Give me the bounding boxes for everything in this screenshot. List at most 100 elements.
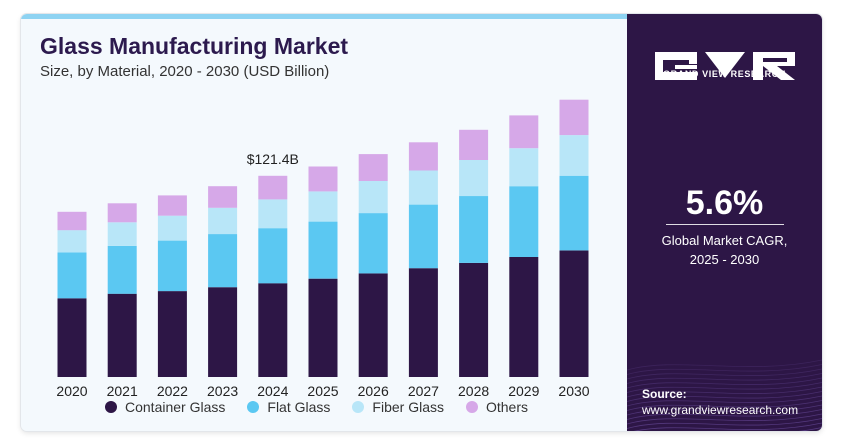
- x-tick-label-2026: 2026: [358, 383, 389, 399]
- bar-segment-container-glass-2020: [57, 298, 87, 377]
- bar-segment-fiber-glass-2021: [107, 222, 137, 246]
- chart-panel: Glass Manufacturing Market Size, by Mate…: [21, 14, 627, 431]
- bar-segment-fiber-glass-2028: [459, 160, 489, 197]
- bar-segment-flat-glass-2025: [308, 221, 338, 279]
- wave-line: [627, 395, 822, 407]
- bar-segment-flat-glass-2027: [408, 204, 438, 269]
- bar-segment-container-glass-2027: [408, 268, 438, 377]
- bar-segment-container-glass-2030: [559, 250, 589, 377]
- bar-segment-fiber-glass-2025: [308, 191, 338, 222]
- wave-line: [633, 422, 822, 431]
- bar-segment-others-2030: [559, 99, 589, 136]
- chart-title: Glass Manufacturing Market: [40, 33, 349, 59]
- legend-label-flat-glass: Flat Glass: [267, 399, 331, 415]
- cagr-label-line1: Global Market CAGR,: [661, 233, 788, 248]
- bar-segment-others-2028: [459, 129, 489, 160]
- x-tick-label-2030: 2030: [558, 383, 589, 399]
- bar-segment-flat-glass-2028: [459, 196, 489, 263]
- bar-segment-flat-glass-2023: [208, 234, 238, 288]
- wave-line: [627, 364, 822, 375]
- x-tick-label-2028: 2028: [458, 383, 489, 399]
- bar-segment-fiber-glass-2029: [509, 148, 539, 187]
- cagr-divider: [666, 224, 784, 225]
- bar-segment-fiber-glass-2023: [208, 207, 238, 234]
- wave-pattern-decoration: [627, 359, 822, 431]
- bar-segment-container-glass-2025: [308, 278, 338, 377]
- bar-segment-fiber-glass-2027: [408, 170, 438, 205]
- bar-segment-others-2024: [258, 175, 288, 200]
- legend-label-others: Others: [485, 399, 528, 415]
- chart-legend: Container Glass Flat Glass Fiber Glass Othe…: [105, 397, 528, 417]
- bar-segment-fiber-glass-2020: [57, 230, 87, 253]
- legend-item-container-glass: Container Glass: [105, 399, 225, 415]
- x-tick-label-2024: 2024: [257, 383, 288, 399]
- legend-item-fiber-glass: Fiber Glass: [352, 399, 444, 415]
- legend-item-others: Others: [465, 399, 528, 415]
- infographic-card: Glass Manufacturing Market Size, by Mate…: [21, 14, 822, 431]
- brand-name: GRAND VIEW RESEARCH: [663, 69, 786, 79]
- bar-segment-others-2020: [57, 211, 87, 231]
- x-tick-label-2021: 2021: [107, 383, 138, 399]
- bar-segment-others-2029: [509, 115, 539, 149]
- bar-segment-others-2026: [358, 154, 388, 181]
- bar-segment-others-2023: [208, 186, 238, 208]
- grand-view-research-logo-icon: [655, 52, 795, 80]
- wave-line: [627, 400, 822, 411]
- x-tick-label-2023: 2023: [207, 383, 238, 399]
- bar-segment-flat-glass-2020: [57, 252, 87, 299]
- bar-segment-flat-glass-2022: [157, 240, 187, 292]
- wave-line: [627, 391, 822, 402]
- bar-segment-fiber-glass-2026: [358, 181, 388, 214]
- legend-item-flat-glass: Flat Glass: [247, 399, 330, 415]
- cagr-label: Global Market CAGR, 2025 - 2030: [627, 231, 822, 269]
- bar-segment-fiber-glass-2022: [157, 215, 187, 241]
- wave-line: [627, 418, 822, 429]
- wave-line: [627, 359, 822, 371]
- bar-segment-flat-glass-2026: [358, 213, 388, 274]
- x-tick-label-2027: 2027: [408, 383, 439, 399]
- legend-swatch-others: [465, 401, 478, 413]
- wave-line: [627, 368, 822, 380]
- bar-segment-fiber-glass-2030: [559, 135, 589, 176]
- bar-segment-container-glass-2029: [509, 257, 539, 377]
- legend-label-container-glass: Container Glass: [125, 399, 226, 415]
- bar-segment-others-2022: [157, 195, 187, 216]
- bar-segment-container-glass-2022: [157, 291, 187, 377]
- stacked-bar-chart: 2020 2021 2022 2023 2024 $121.4B 2025 2026 2027 2…: [56, 99, 590, 399]
- bar-segment-container-glass-2021: [107, 293, 137, 377]
- legend-swatch-fiber-glass: [352, 401, 365, 413]
- legend-label-fiber-glass: Fiber Glass: [372, 399, 444, 415]
- bar-segment-container-glass-2023: [208, 287, 238, 377]
- info-sidebar: GRAND VIEW RESEARCH 5.6% Global Market C…: [627, 14, 822, 431]
- wave-line: [627, 409, 822, 420]
- cagr-label-line2: 2025 - 2030: [689, 252, 760, 267]
- bar-segment-container-glass-2028: [459, 262, 489, 377]
- bar-segment-flat-glass-2024: [258, 228, 288, 284]
- x-tick-label-2025: 2025: [307, 383, 338, 399]
- wave-line: [627, 404, 822, 416]
- bar-segment-flat-glass-2021: [107, 245, 137, 294]
- legend-swatch-container-glass: [105, 401, 117, 413]
- source-label: Source:: [642, 387, 687, 401]
- wave-line: [627, 386, 822, 398]
- wave-line: [627, 413, 822, 425]
- cagr-value: 5.6%: [685, 184, 764, 222]
- chart-subtitle: Size, by Material, 2020 - 2030 (USD Bill…: [40, 63, 330, 80]
- bar-segment-container-glass-2024: [258, 283, 288, 377]
- x-tick-label-2022: 2022: [157, 383, 188, 399]
- wave-line: [627, 382, 822, 393]
- bar-segment-others-2021: [107, 203, 137, 223]
- bar-segment-flat-glass-2030: [559, 175, 589, 251]
- source-url: www.grandviewresearch.com: [642, 403, 799, 417]
- bar-segment-container-glass-2026: [358, 273, 388, 377]
- accent-strip: [21, 14, 627, 19]
- bar-segment-fiber-glass-2024: [258, 199, 288, 229]
- bar-segment-flat-glass-2029: [509, 186, 539, 257]
- bar-data-label-2024: $121.4B: [247, 151, 299, 167]
- bar-segment-others-2025: [308, 166, 338, 192]
- bar-segment-others-2027: [408, 142, 438, 171]
- legend-swatch-flat-glass: [247, 401, 260, 413]
- x-tick-label-2029: 2029: [508, 383, 539, 399]
- x-tick-label-2020: 2020: [56, 383, 87, 399]
- wave-line: [627, 373, 822, 384]
